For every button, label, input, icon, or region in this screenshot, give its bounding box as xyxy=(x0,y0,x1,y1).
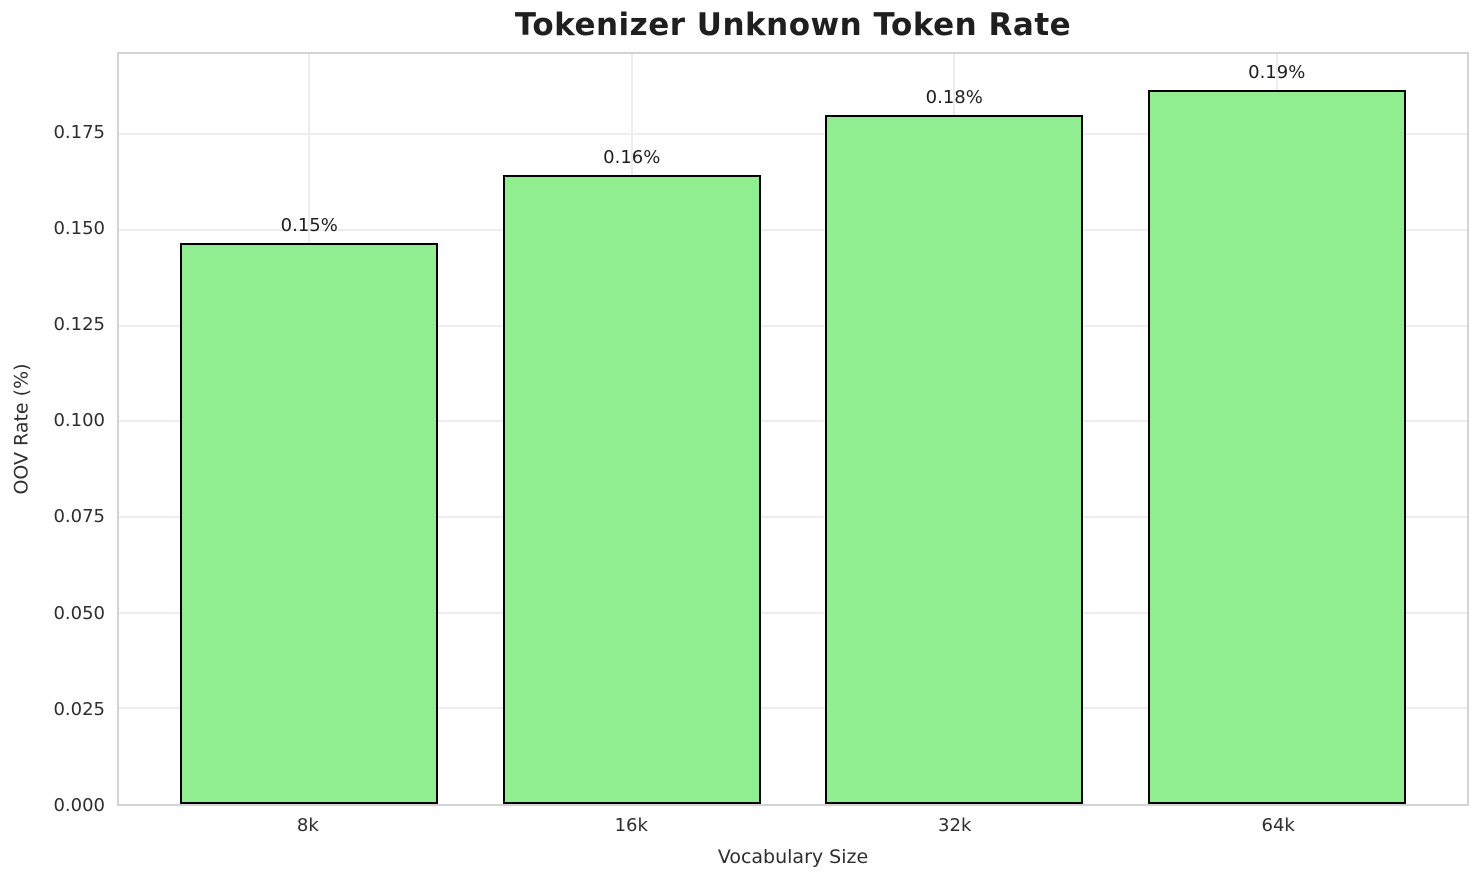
y-axis-ticks: 0.000 0.025 0.050 0.075 0.100 0.125 0.150 0.175 xyxy=(0,52,105,814)
gridline-horizontal xyxy=(119,516,1467,519)
gridline-horizontal xyxy=(119,229,1467,232)
y-tick-label: 0.150 xyxy=(53,217,105,239)
chart-title: Tokenizer Unknown Token Rate xyxy=(514,7,1072,43)
y-tick-label: 0.050 xyxy=(53,602,105,624)
bar-64k xyxy=(1147,89,1406,804)
y-tick-label: 0.000 xyxy=(53,795,105,816)
bar-value-label: 0.19% xyxy=(1248,61,1306,83)
gridline-horizontal xyxy=(119,324,1467,327)
bar-8k xyxy=(180,243,439,804)
x-axis-label: Vocabulary Size xyxy=(717,846,869,868)
y-tick-label: 0.025 xyxy=(53,698,105,720)
y-tick-label: 0.075 xyxy=(53,506,105,528)
bar-32k xyxy=(825,114,1084,804)
x-tick-label: 32k xyxy=(938,815,972,836)
y-tick-label: 0.175 xyxy=(53,121,105,143)
x-tick-label: 64k xyxy=(1261,815,1295,836)
x-tick-label: 16k xyxy=(614,815,648,836)
bar-value-label: 0.15% xyxy=(280,215,338,237)
bar-value-label: 0.16% xyxy=(603,146,661,168)
gridline-horizontal xyxy=(119,420,1467,423)
plot-area: 0.15% 0.16% 0.18% 0.19% xyxy=(117,52,1469,806)
gridline-horizontal xyxy=(119,133,1467,136)
x-tick-label: 8k xyxy=(296,815,319,836)
y-tick-label: 0.125 xyxy=(53,314,105,336)
gridline-horizontal xyxy=(119,707,1467,710)
bar-16k xyxy=(502,174,761,804)
bar-value-label: 0.18% xyxy=(925,86,983,108)
x-axis-ticks: 8k 16k 32k 64k xyxy=(117,817,1469,841)
y-tick-label: 0.100 xyxy=(53,410,105,432)
gridline-horizontal xyxy=(119,611,1467,614)
